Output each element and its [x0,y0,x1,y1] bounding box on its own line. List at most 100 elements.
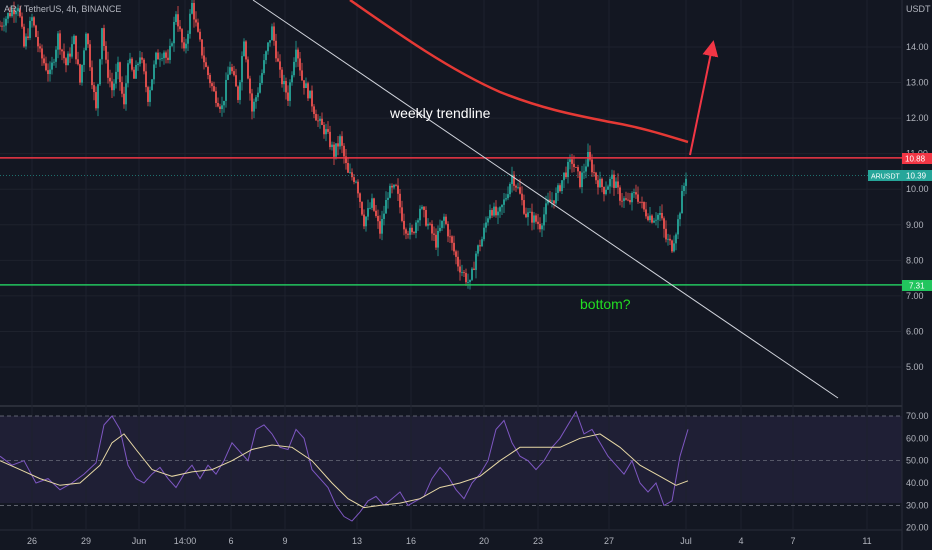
candle-body [295,49,297,62]
candle-body [53,61,55,63]
candle-body [301,70,303,81]
candle-body [37,36,39,47]
candle-body [553,200,555,204]
candle-body [397,185,399,194]
price-tick-label: 5.00 [906,362,924,372]
candle-body [239,82,241,100]
candle-body [539,223,541,230]
candle-body [253,101,255,112]
support-price-text: 7.31 [909,282,925,291]
candle-body [613,174,615,188]
candle-body [223,100,225,106]
candle-body [499,207,501,212]
candle-body [187,33,189,44]
horizontal-levels[interactable] [0,157,902,286]
candle-body [97,84,99,109]
candle-body [551,200,553,202]
candle-body [0,25,1,27]
candle-body [105,45,107,60]
candle-body [433,233,435,235]
candle-body [293,61,295,76]
candle-body [663,218,665,229]
candle-body [477,245,479,254]
candle-body [567,161,569,178]
candle-body [181,29,183,43]
candle-body [45,63,47,71]
price-tick-label: 14.00 [906,42,929,52]
candle-body [409,227,411,235]
projection-arrow[interactable] [689,40,719,156]
candle-body [185,43,187,49]
candle-body [93,85,95,93]
candle-body [255,97,257,102]
candle-body [511,174,513,184]
candle-body [451,236,453,243]
candle-body [405,229,407,234]
candle-body [489,210,491,219]
candle-body [435,234,437,248]
rsi-tick-label: 60.00 [906,433,929,443]
candle-body [203,55,205,63]
candle-body [419,208,421,221]
candle-body [505,198,507,200]
candle-body [163,52,165,59]
candle-body [27,36,29,39]
candle-body [329,131,331,148]
candle-body [609,178,611,187]
trendline-annotation[interactable]: weekly trendline [389,105,491,121]
candle-body [7,13,9,19]
candle-body [653,220,655,223]
candle-body [665,228,667,240]
candle-body [17,8,19,12]
candle-body [269,40,271,43]
candle-body [101,28,103,60]
candle-body [647,216,649,221]
time-axis[interactable]: 26 29 Jun 14:00 6 9 13 16 20 23 27 Jul 4 7 11 [27,536,872,546]
candle-body [25,36,27,47]
candle-body [15,11,17,15]
candle-body [587,151,589,167]
candle-body [283,81,285,85]
candle-body [231,67,233,72]
time-tick-label: 7 [790,536,795,546]
candle-body [629,200,631,203]
candle-body [561,180,563,192]
candle-body [303,80,305,89]
time-tick-label: 4 [738,536,743,546]
candle-body [517,187,519,189]
candle-body [3,25,5,27]
candle-body [117,62,119,72]
candle-body [637,194,639,202]
weekly-trendline[interactable] [252,0,839,399]
candle-body [237,86,239,100]
candle-body [569,159,571,162]
candle-body [5,18,7,26]
candle-body [599,178,601,188]
last-price-symbol: ARUSDT [871,174,901,181]
candle-body [73,35,75,45]
candle-body [249,78,251,94]
candle-body [643,202,645,210]
bottom-annotation[interactable]: bottom? [580,296,631,312]
candle-body [59,33,61,50]
rsi-axis[interactable]: 70.00 60.00 50.00 40.00 30.00 20.00 [906,411,929,533]
candle-body [319,118,321,121]
candle-body [119,62,121,83]
candle-body [679,213,681,220]
candle-body [621,200,623,202]
candle-body [583,171,585,173]
symbol-header[interactable]: AR / TetherUS, 4h, BINANCE [4,4,121,14]
candle-body [667,238,669,240]
candle-body [233,71,235,76]
candle-body [607,186,609,190]
candle-body [115,71,117,84]
candle-body [377,215,379,222]
candle-body [349,172,351,174]
candle-body [415,222,417,234]
candle-body [675,234,677,244]
candle-body [375,210,377,216]
candle-body [619,187,621,201]
candle-body [487,218,489,223]
